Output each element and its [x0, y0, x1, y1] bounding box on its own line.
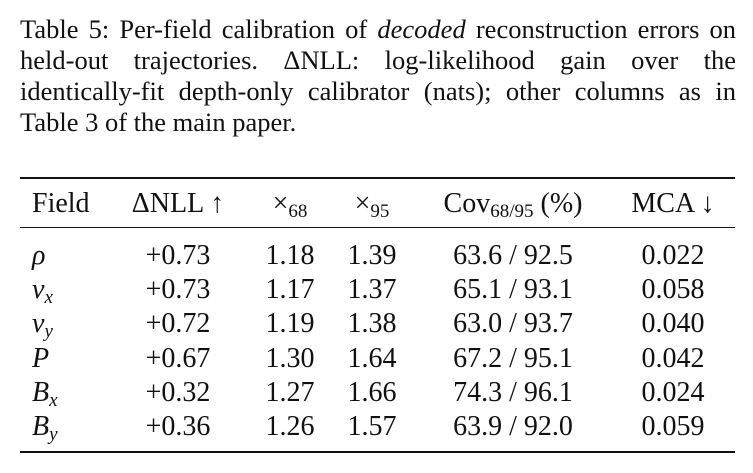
column-header: MCA ↓: [631, 187, 714, 221]
caption-emphasis: decoded: [377, 14, 466, 44]
value-cell: 1.64: [347, 342, 397, 374]
field-cell-sub: x: [49, 389, 58, 411]
top-rule: [20, 177, 735, 179]
column-header: Cov68/95 (%): [444, 187, 583, 221]
value-cell: 0.042: [641, 342, 705, 374]
value-cell: 1.26: [265, 411, 315, 442]
column-header-suffix: (%): [533, 188, 583, 219]
value-cell: 1.38: [347, 308, 397, 340]
caption-label: Table 5:: [20, 14, 110, 44]
column-header-base: MCA ↓: [631, 188, 715, 219]
value-cell: +0.72: [145, 308, 211, 340]
column-header: Field: [32, 187, 90, 221]
value-cell: +0.36: [145, 411, 211, 442]
field-cell-base: P: [32, 342, 50, 374]
value-cell: 0.022: [641, 240, 705, 271]
value-cell: 1.66: [347, 376, 397, 408]
column-header-base: ΔNLL ↑: [131, 188, 225, 219]
column-header-sub: 95: [370, 201, 390, 222]
field-cell-sub: y: [49, 424, 58, 445]
value-cell: 0.040: [641, 308, 705, 340]
field-cell: By: [32, 410, 58, 444]
value-cell: +0.67: [145, 342, 211, 374]
field-cell-sub: x: [44, 287, 53, 309]
value-cell: 1.39: [347, 240, 397, 271]
value-cell: 1.37: [347, 274, 397, 306]
value-cell: 1.18: [265, 240, 315, 271]
field-cell: vx: [32, 273, 53, 307]
value-cell: 1.19: [265, 308, 315, 340]
column-header-sub: 68/95: [490, 201, 534, 222]
column-header-base: Cov: [443, 188, 491, 219]
field-cell-base: v: [32, 274, 45, 306]
field-cell: vy: [32, 307, 53, 341]
field-cell-sub: y: [44, 321, 53, 343]
value-cell: 67.2 / 95.1: [453, 342, 573, 374]
column-header-base: ×: [272, 188, 289, 219]
caption-text: reconstruction errors on held-out trajec…: [20, 14, 737, 137]
column-header: ×68: [273, 187, 308, 221]
value-cell: 0.024: [641, 376, 705, 408]
value-cell: 63.9 / 92.0: [453, 411, 573, 442]
caption: Table 5: Per-field calibration of decode…: [20, 14, 736, 138]
value-cell: +0.73: [145, 240, 211, 271]
column-header: ×95: [355, 187, 390, 221]
field-cell: P: [32, 342, 49, 376]
value-cell: 74.3 / 96.1: [453, 376, 573, 408]
field-cell-base: B: [32, 376, 50, 408]
field-cell-base: v: [32, 308, 45, 340]
field-cell: ρ: [32, 239, 45, 273]
value-cell: +0.73: [145, 274, 211, 306]
value-cell: 65.1 / 93.1: [453, 274, 573, 306]
column-header-sub: 68: [288, 201, 308, 222]
value-cell: 1.57: [347, 411, 397, 442]
column-header-base: ×: [354, 188, 371, 219]
field-cell-base: B: [32, 411, 50, 442]
value-cell: +0.32: [145, 376, 211, 408]
value-cell: 63.0 / 93.7: [453, 308, 573, 340]
value-cell: 0.059: [641, 411, 705, 442]
value-cell: 1.30: [265, 342, 315, 374]
field-cell: Bx: [32, 376, 58, 410]
caption-text: Per-field calibration of: [119, 14, 368, 44]
field-cell-base: ρ: [32, 240, 46, 271]
value-cell: 63.6 / 92.5: [453, 240, 573, 271]
value-cell: 1.27: [265, 376, 315, 408]
mid-rule: [20, 227, 735, 228]
value-cell: 1.17: [265, 274, 315, 306]
value-cell: 0.058: [641, 274, 705, 306]
bottom-rule: [20, 451, 735, 453]
column-header-base: Field: [32, 188, 90, 219]
column-header: ΔNLL ↑: [132, 187, 224, 221]
